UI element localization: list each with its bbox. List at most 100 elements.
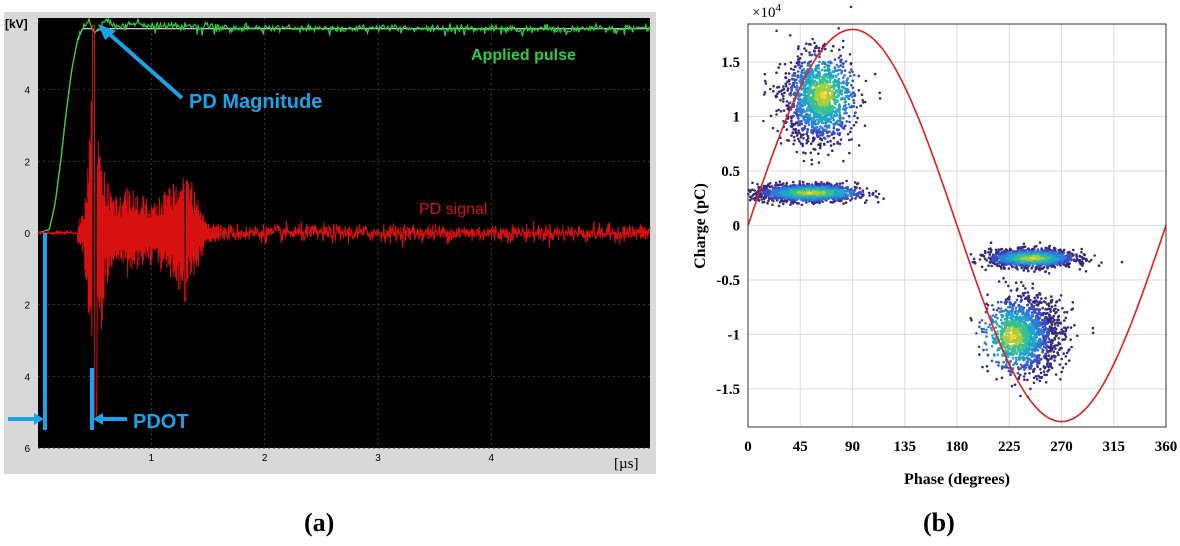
scatter-point [831,190,834,193]
scatter-point [756,183,759,186]
scatter-point [1055,373,1058,376]
scatter-point [817,135,820,138]
scatter-point [1004,263,1007,266]
scatter-point [842,202,845,205]
scatter-point [1014,301,1017,304]
scatter-point [810,152,813,155]
scatter-point [825,122,828,125]
scatter-point [1069,257,1072,260]
scatter-point [789,101,792,104]
scatter-point [805,122,808,125]
scatter-point [1020,251,1023,254]
scatter-point [792,82,795,85]
scatter-point [813,120,816,123]
scatter-point [813,50,816,53]
scatter-point [837,185,840,188]
scatter-point [1088,260,1091,263]
scatter-point [818,104,821,107]
scatter-point [833,86,836,89]
scatter-point [1047,261,1050,264]
scatter-point [841,121,844,124]
scatter-point [836,99,839,102]
scatter-point [868,192,871,195]
scatter-point [797,74,800,77]
scatter-point [817,152,820,155]
scatter-point [829,111,832,114]
scatter-point [851,70,854,73]
scatter-point [786,195,789,198]
scatter-point [1065,363,1068,366]
scatter-point [845,201,848,204]
scatter-point [842,160,845,163]
scatter-point [827,61,830,64]
scatter-point [1007,285,1010,288]
scatter-point [800,53,803,56]
scatter-point [843,74,846,77]
scatter-point [826,191,829,194]
scatter-point [840,138,843,141]
scatter-point [796,151,799,154]
scatter-point [822,131,825,134]
scatter-point [831,201,834,204]
scatter-point [1044,301,1047,304]
scatter-point [802,133,805,136]
scatter-point [1023,246,1026,249]
scatter-point [1003,267,1006,270]
scatter-point [1079,262,1082,265]
scatter-point [1019,395,1022,398]
scatter-point [850,188,853,191]
scatter-point [794,198,797,201]
scatter-point [855,121,858,124]
scatter-point [829,101,832,104]
scatter-point [798,183,801,186]
scatter-point [1071,255,1074,258]
scatter-point [793,136,796,139]
scatter-point [809,113,812,116]
x-tick-label: 1 [149,453,155,464]
scatter-point [809,74,812,77]
scatter-point [1034,297,1037,300]
scatter-point [810,90,813,93]
scatter-point [1100,261,1103,264]
scatter-point [832,130,835,133]
scatter-point [1065,336,1068,339]
scatter-point [844,109,847,112]
scatter-point [860,105,863,108]
scatter-point [981,266,984,269]
scatter-point [831,105,834,108]
scatter-point [814,47,817,50]
scatter-point [877,201,880,204]
scatter-point [865,80,868,83]
scatter-point [994,326,997,329]
scatter-point [1014,383,1017,386]
scatter-point [1019,374,1022,377]
scatter-point [800,120,803,123]
scatter-point [838,192,841,195]
scatter-point [791,131,794,134]
scatter-point [879,97,882,100]
scatter-point [1035,375,1038,378]
scatter-point [1039,260,1042,263]
scatter-point [772,90,775,93]
scatter-point [839,143,842,146]
scatter-point [834,111,837,114]
scatter-point [829,115,832,118]
scatter-point [1021,246,1024,249]
y-unit-label: [kV] [5,17,28,31]
scatter-point [787,191,790,194]
panel-a-pd-waveform: 1 2 3 4420246 [kV] [µs] Applied pulse PD si… [4,12,656,474]
scatter-point [838,103,841,106]
x-tick-label: 3 [375,453,381,464]
scatter-point [827,64,830,67]
scatter-point [786,139,789,142]
scatter-point [1004,318,1007,321]
x-tick-label: 2 [262,453,268,464]
scatter-point [1053,262,1056,265]
scatter-point [749,196,752,199]
scatter-point [846,187,849,190]
scatter-point [1063,319,1066,322]
scatter-point [878,92,881,95]
scatter-point [811,201,814,204]
scatter-point [788,83,791,86]
